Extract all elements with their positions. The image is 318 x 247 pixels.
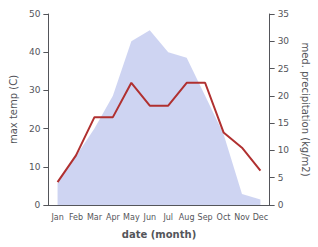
svg-text:Nov: Nov — [234, 213, 250, 222]
svg-text:30: 30 — [29, 85, 41, 95]
svg-text:10: 10 — [29, 162, 41, 172]
svg-text:Jul: Jul — [162, 213, 173, 222]
svg-text:med. precipitation (kg/m2): med. precipitation (kg/m2) — [300, 42, 311, 176]
svg-text:25: 25 — [278, 64, 289, 74]
svg-text:Jun: Jun — [143, 213, 157, 222]
svg-text:30: 30 — [278, 36, 290, 46]
svg-text:max temp (C): max temp (C) — [8, 75, 19, 144]
svg-text:May: May — [123, 213, 140, 222]
svg-text:Aug: Aug — [179, 213, 195, 222]
svg-text:40: 40 — [29, 47, 41, 57]
svg-text:Jan: Jan — [50, 213, 63, 222]
svg-text:Feb: Feb — [69, 213, 83, 222]
svg-text:10: 10 — [278, 145, 290, 155]
svg-text:date (month): date (month) — [122, 229, 196, 240]
svg-text:50: 50 — [29, 9, 41, 19]
svg-text:0: 0 — [278, 200, 284, 210]
svg-text:Apr: Apr — [106, 213, 121, 222]
svg-text:20: 20 — [29, 124, 41, 134]
svg-text:5: 5 — [278, 173, 284, 183]
svg-text:Mar: Mar — [87, 213, 103, 222]
svg-text:Sep: Sep — [198, 213, 213, 222]
svg-text:35: 35 — [278, 9, 289, 19]
svg-text:15: 15 — [278, 118, 289, 128]
svg-text:0: 0 — [35, 200, 41, 210]
svg-text:Oct: Oct — [217, 213, 231, 222]
svg-text:20: 20 — [278, 91, 290, 101]
svg-text:Dec: Dec — [253, 213, 268, 222]
